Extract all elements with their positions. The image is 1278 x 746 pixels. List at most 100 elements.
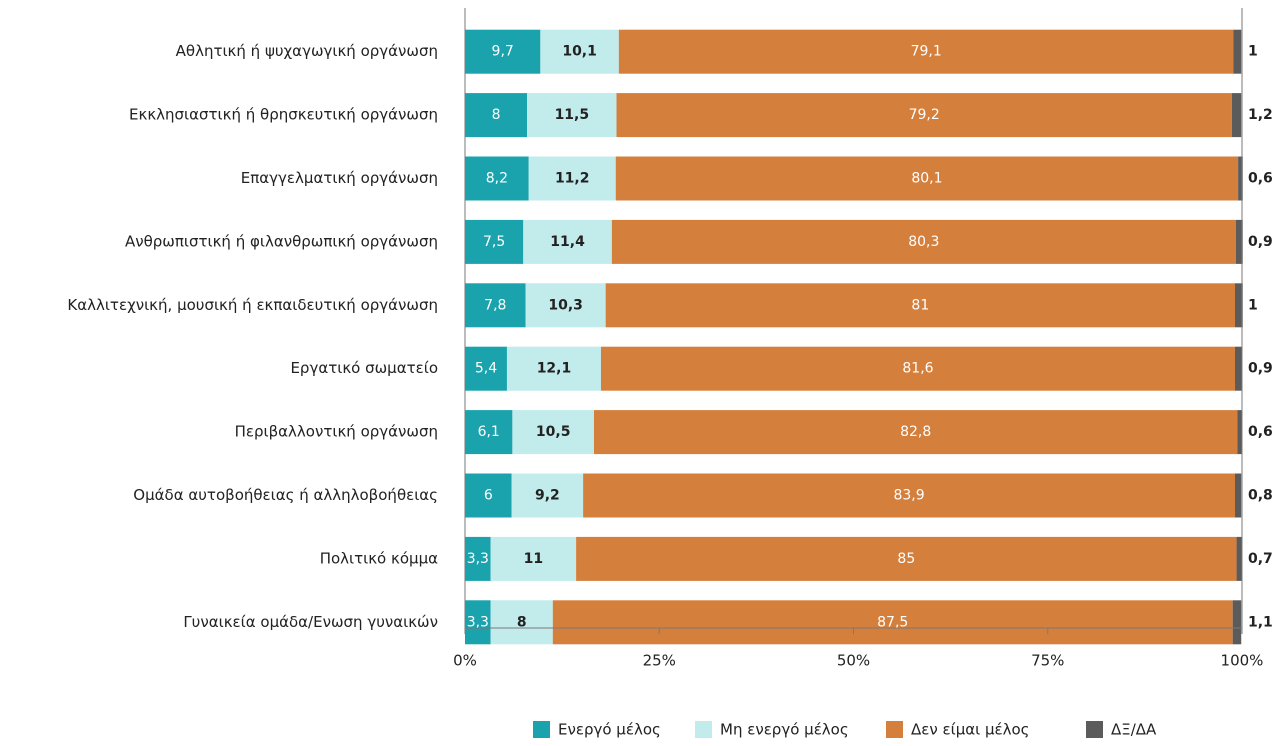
x-tick-label: 75% xyxy=(1031,652,1064,670)
data-label: 8,2 xyxy=(486,171,508,187)
data-label: 3,3 xyxy=(467,614,489,630)
data-label: 7,5 xyxy=(483,234,505,250)
bar-segment xyxy=(600,346,1236,391)
axes-group xyxy=(464,8,1243,634)
bar-segment xyxy=(1238,156,1243,201)
bar-segment xyxy=(506,346,601,391)
bar-segment xyxy=(1231,93,1242,138)
category-label: Καλλιτεχνική, μουσική ή εκπαιδευτική οργ… xyxy=(67,296,438,314)
legend-item: Μη ενεργό μέλος xyxy=(695,721,849,739)
bar-segment xyxy=(527,93,617,138)
bar-segment xyxy=(465,600,491,645)
legend-label: Ενεργό μέλος xyxy=(558,721,661,739)
legend: Ενεργό μέλος Μη ενεργό μέλος Δεν είμαι μέλ… xyxy=(533,721,1157,739)
category-label: Γυναικεία ομάδα/Ενωση γυναικών xyxy=(183,613,438,631)
category-label: Ομάδα αυτοβοήθειας ή αλληλοβοήθειας xyxy=(133,486,438,504)
bar-segment xyxy=(1232,600,1242,645)
data-label: 6 xyxy=(484,488,493,504)
bar-segment xyxy=(552,600,1233,645)
data-label: 11,5 xyxy=(555,107,590,123)
data-label: 9,2 xyxy=(535,488,560,504)
bar-segment xyxy=(583,473,1236,518)
bar-segment xyxy=(618,29,1234,74)
data-label: 8 xyxy=(517,614,527,630)
bar-segment xyxy=(490,536,577,581)
bar-segment xyxy=(465,29,541,74)
legend-swatch xyxy=(1086,721,1103,738)
data-label: 0,6 xyxy=(1248,171,1273,187)
data-label: 79,2 xyxy=(909,107,940,123)
category-label: Ανθρωπιστική ή φιλανθρωπική οργάνωση xyxy=(125,232,438,250)
data-label: 81,6 xyxy=(902,361,933,377)
bar-segment xyxy=(511,473,584,518)
legend-item: Ενεργό μέλος xyxy=(533,721,661,739)
bar-segment xyxy=(1233,29,1242,74)
data-label: 7,8 xyxy=(484,297,506,313)
category-label: Πολιτικό κόμμα xyxy=(320,549,438,567)
category-label: Εργατικό σωματείο xyxy=(290,359,438,377)
bar-segment xyxy=(605,283,1236,328)
legend-label: ΔΞ/ΔΑ xyxy=(1111,721,1157,739)
bar-segment xyxy=(465,219,524,264)
data-label: 85 xyxy=(897,551,915,567)
data-label: 10,5 xyxy=(536,424,571,440)
data-label: 0,7 xyxy=(1248,551,1273,567)
tick-labels-group: 0% 25% 50% 75% 100% xyxy=(453,652,1263,670)
category-labels-group: Αθλητική ή ψυχαγωγική οργάνωση Εκκλησιαστ… xyxy=(67,42,438,631)
legend-swatch xyxy=(695,721,712,738)
bar-segment xyxy=(465,536,491,581)
category-label: Εκκλησιαστική ή θρησκευτική οργάνωση xyxy=(129,106,438,124)
bar-segment xyxy=(540,29,619,74)
data-label: 0,6 xyxy=(1248,424,1273,440)
legend-item: ΔΞ/ΔΑ xyxy=(1086,721,1157,739)
data-label: 79,1 xyxy=(911,44,942,60)
bar-segment xyxy=(465,283,526,328)
legend-label: Δεν είμαι μέλος xyxy=(911,721,1029,739)
data-label: 10,1 xyxy=(562,44,597,60)
legend-swatch xyxy=(533,721,550,738)
legend-label: Μη ενεργό μέλος xyxy=(720,721,849,739)
data-label: 83,9 xyxy=(893,488,924,504)
legend-item: Δεν είμαι μέλος xyxy=(886,721,1029,739)
bar-segment xyxy=(465,156,529,201)
bar-segment xyxy=(465,410,513,455)
bar-segment xyxy=(490,600,553,645)
data-label: 10,3 xyxy=(548,297,583,313)
data-label: 82,8 xyxy=(900,424,931,440)
bar-segment xyxy=(1235,219,1243,264)
data-label: 1 xyxy=(1248,297,1258,313)
data-label: 1,1 xyxy=(1248,614,1273,630)
bar-segment xyxy=(528,156,616,201)
data-label: 5,4 xyxy=(475,361,497,377)
x-tick-label: 25% xyxy=(643,652,676,670)
bar-segment xyxy=(525,283,606,328)
bar-segment xyxy=(615,156,1239,201)
bar-segment xyxy=(512,410,594,455)
bar-segment xyxy=(1236,536,1242,581)
category-label: Περιβαλλοντική οργάνωση xyxy=(235,423,438,441)
bar-segment xyxy=(616,93,1232,138)
bar-segment xyxy=(465,93,528,138)
category-label: Επαγγελματική οργάνωση xyxy=(241,169,438,187)
data-label: 1 xyxy=(1248,44,1258,60)
bars-group: 9,7 10,1 79,1 1 8 11,5 79,2 1,2 8,2 11,2 80,1 0,6 7,… xyxy=(465,29,1273,645)
data-label: 11,2 xyxy=(555,171,590,187)
data-label: 0,9 xyxy=(1248,361,1273,377)
data-label: 11,4 xyxy=(550,234,585,250)
legend-swatch xyxy=(886,721,903,738)
bar-segment xyxy=(1235,283,1243,328)
bar-segment xyxy=(593,410,1238,455)
data-label: 80,3 xyxy=(908,234,939,250)
data-label: 8 xyxy=(492,107,501,123)
data-label: 9,7 xyxy=(492,44,514,60)
bar-segment xyxy=(1237,410,1242,455)
x-tick-label: 100% xyxy=(1221,652,1264,670)
x-tick-label: 50% xyxy=(837,652,870,670)
bar-segment xyxy=(465,473,512,518)
data-label: 12,1 xyxy=(537,361,572,377)
data-label: 81 xyxy=(911,297,929,313)
data-label: 0,8 xyxy=(1248,488,1273,504)
data-label: 11 xyxy=(524,551,543,567)
